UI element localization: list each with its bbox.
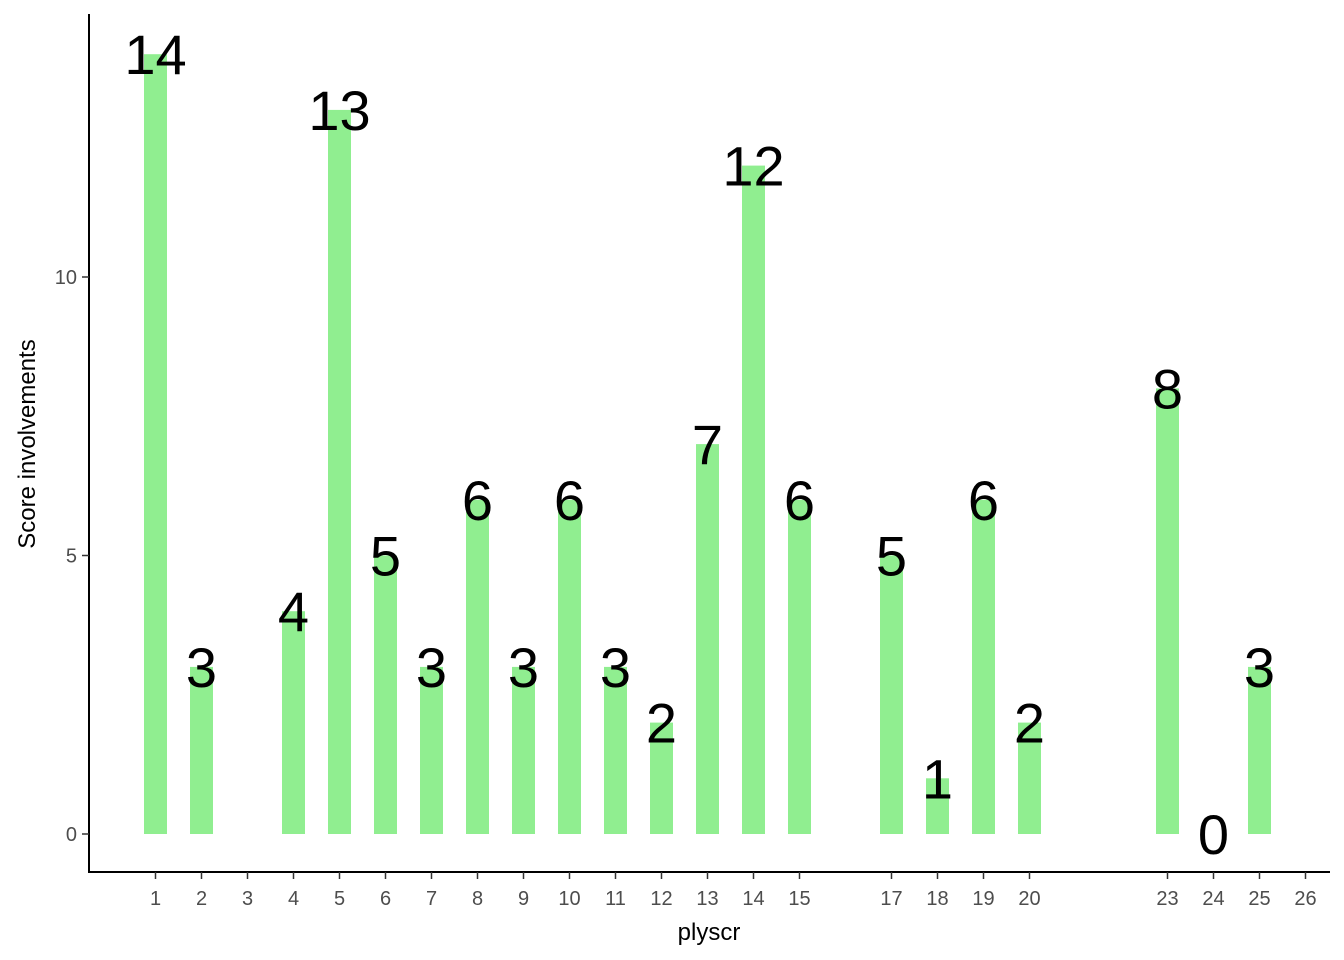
bar — [282, 611, 305, 834]
data-label: 6 — [462, 469, 493, 532]
x-tick-label: 11 — [605, 888, 626, 910]
bars-layer — [144, 54, 1271, 835]
data-label: 6 — [554, 469, 585, 532]
bar — [1248, 666, 1271, 834]
y-tick-label: 10 — [55, 267, 77, 289]
data-label: 3 — [186, 636, 217, 699]
data-label: 14 — [124, 23, 186, 86]
x-tick-label: 1 — [150, 888, 161, 910]
x-tick-label: 2 — [196, 888, 207, 910]
x-tick-label: 24 — [1202, 888, 1224, 910]
bar — [1018, 722, 1041, 834]
data-label: 0 — [1198, 803, 1229, 866]
x-tick-label: 12 — [650, 888, 672, 910]
bar — [880, 555, 903, 834]
x-tick-label: 9 — [518, 888, 529, 910]
x-tick-label: 23 — [1156, 888, 1178, 910]
data-label: 5 — [370, 525, 401, 588]
bar — [374, 555, 397, 834]
data-label: 12 — [722, 135, 784, 198]
x-tick-label: 13 — [696, 888, 718, 910]
y-tick-label: 0 — [66, 824, 77, 846]
x-tick-label: 5 — [334, 888, 345, 910]
x-tick-label: 3 — [242, 888, 253, 910]
data-label: 13 — [308, 79, 370, 142]
bar — [926, 778, 949, 834]
bar — [328, 109, 351, 834]
x-tick-label: 26 — [1294, 888, 1316, 910]
data-label: 6 — [784, 469, 815, 532]
axes-layer — [88, 14, 1330, 873]
data-label: 8 — [1152, 357, 1183, 420]
x-tick-label: 18 — [926, 888, 948, 910]
data-label: 3 — [416, 636, 447, 699]
x-tick-label: 4 — [288, 888, 299, 910]
data-label: 3 — [1244, 636, 1275, 699]
x-tick-label: 20 — [1018, 888, 1040, 910]
bar — [972, 499, 995, 834]
x-axis-title: plyscr — [678, 919, 741, 946]
x-tick-label: 10 — [558, 888, 580, 910]
x-tick-label: 19 — [972, 888, 994, 910]
data-label: 5 — [876, 525, 907, 588]
bar — [558, 499, 581, 834]
data-label: 4 — [278, 580, 309, 643]
bar — [190, 666, 213, 834]
x-tick-label: 8 — [472, 888, 483, 910]
x-tick-label: 6 — [380, 888, 391, 910]
data-label: 2 — [646, 692, 677, 755]
x-ticks-layer: 1 2 3 4 5 6 7 8 9 10 11 12 13 14 15 17 18 19 20 23 24 25 26 — [150, 872, 1317, 910]
x-tick-label: 7 — [426, 888, 437, 910]
bar — [144, 54, 167, 834]
bar — [1156, 388, 1179, 834]
y-tick-label: 5 — [66, 546, 77, 568]
data-label: 3 — [508, 636, 539, 699]
y-ticks-layer: 0 5 10 — [55, 267, 89, 846]
data-label: 1 — [922, 747, 953, 810]
data-label: 2 — [1014, 692, 1045, 755]
bar — [420, 666, 443, 834]
bar — [696, 444, 719, 834]
x-tick-label: 14 — [742, 888, 764, 910]
bar — [650, 722, 673, 834]
x-tick-label: 17 — [880, 888, 902, 910]
data-label: 3 — [600, 636, 631, 699]
bar — [742, 165, 765, 835]
bar — [788, 499, 811, 834]
data-label: 7 — [692, 413, 723, 476]
bar — [512, 666, 535, 834]
x-tick-label: 25 — [1248, 888, 1270, 910]
y-axis-title: Score involvements — [14, 339, 41, 548]
data-label: 6 — [968, 469, 999, 532]
bar — [604, 666, 627, 834]
bar — [466, 499, 489, 834]
x-tick-label: 15 — [788, 888, 810, 910]
